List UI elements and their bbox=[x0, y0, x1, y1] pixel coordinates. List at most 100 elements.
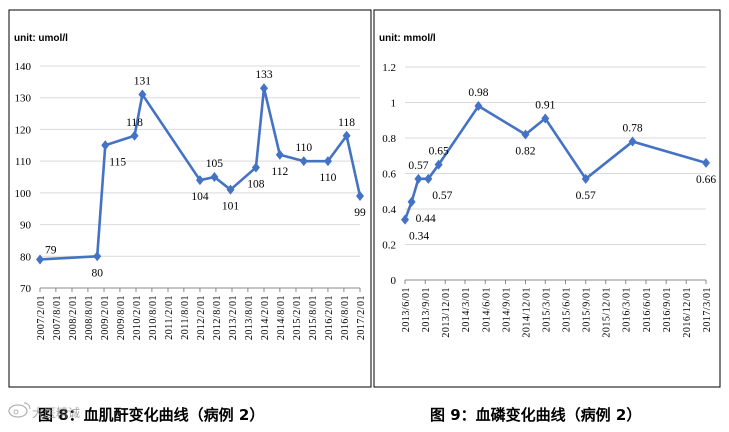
data-label: 0.44 bbox=[416, 213, 436, 225]
data-point-marker bbox=[407, 196, 416, 207]
y-tick-label: 0.6 bbox=[382, 169, 396, 181]
data-point-marker bbox=[299, 156, 308, 167]
data-label: 0.82 bbox=[515, 145, 535, 157]
data-point-marker bbox=[130, 130, 139, 141]
data-label: 105 bbox=[206, 158, 224, 170]
data-point-marker bbox=[581, 173, 590, 184]
x-tick-label: 2013/12/01 bbox=[441, 287, 452, 338]
data-label: 131 bbox=[134, 76, 152, 88]
data-point-marker bbox=[342, 130, 351, 141]
x-tick-label: 2017/3/01 bbox=[702, 287, 713, 332]
y-tick-label: 100 bbox=[15, 188, 32, 200]
data-point-marker bbox=[36, 254, 44, 265]
data-label: 0.65 bbox=[429, 146, 449, 158]
x-tick-label: 2011/8/01 bbox=[180, 295, 191, 340]
data-label: 0.57 bbox=[432, 190, 452, 202]
data-point-marker bbox=[414, 173, 423, 184]
x-tick-label: 2015/2/01 bbox=[292, 295, 303, 340]
data-label: 115 bbox=[109, 156, 126, 168]
x-tick-label: 2014/6/01 bbox=[481, 287, 492, 332]
data-point-marker bbox=[251, 162, 260, 173]
x-tick-label: 2014/12/01 bbox=[521, 287, 532, 338]
x-tick-label: 2013/8/01 bbox=[244, 295, 255, 340]
data-point-marker bbox=[259, 83, 268, 94]
x-tick-label: 2014/8/01 bbox=[276, 295, 287, 340]
weibo-logo-icon bbox=[8, 402, 31, 418]
x-tick-label: 2008/2/01 bbox=[68, 295, 79, 340]
data-label: 110 bbox=[320, 172, 337, 184]
caption-figure-9: 图 9：血磷变化曲线（病例 2） bbox=[430, 406, 641, 424]
x-tick-label: 2015/9/01 bbox=[582, 287, 593, 332]
y-tick-label: 0.4 bbox=[382, 204, 396, 216]
x-tick-label: 2017/2/01 bbox=[356, 295, 367, 340]
x-tick-label: 2007/8/01 bbox=[52, 295, 63, 340]
data-label: 0.91 bbox=[535, 99, 555, 111]
y-tick-label: 0.2 bbox=[382, 240, 396, 252]
data-point-marker bbox=[401, 214, 409, 225]
x-tick-label: 2014/2/01 bbox=[260, 295, 271, 340]
y-tick-label: 0 bbox=[391, 275, 397, 287]
data-point-marker bbox=[521, 129, 530, 140]
data-label: 0.98 bbox=[468, 87, 488, 99]
x-tick-label: 2016/9/01 bbox=[662, 287, 673, 332]
data-label: 112 bbox=[271, 166, 288, 178]
data-point-marker bbox=[541, 113, 550, 124]
data-point-marker bbox=[93, 251, 102, 262]
x-tick-label: 2010/8/01 bbox=[148, 295, 159, 340]
x-tick-label: 2007/2/01 bbox=[36, 295, 47, 340]
data-point-marker bbox=[195, 175, 204, 186]
y-tick-label: 1 bbox=[391, 98, 397, 110]
data-label: 0.57 bbox=[576, 190, 596, 202]
data-point-marker bbox=[628, 136, 637, 147]
data-label: 80 bbox=[91, 267, 103, 279]
data-label: 99 bbox=[354, 207, 366, 219]
y-tick-label: 0.8 bbox=[382, 133, 396, 145]
data-point-marker bbox=[323, 156, 332, 167]
watermark: 大医精诚 bbox=[8, 402, 80, 420]
x-tick-label: 2014/9/01 bbox=[501, 287, 512, 332]
x-tick-label: 2016/8/01 bbox=[340, 295, 351, 340]
x-tick-label: 2012/2/01 bbox=[196, 295, 207, 340]
chart-frame bbox=[373, 9, 721, 388]
data-label: 133 bbox=[255, 69, 273, 81]
chart-phosphorus: unit: mmol/l 0 0.2 0.4 0.6 0.8 1 1.2 2013/6/01 20… bbox=[373, 9, 721, 388]
x-tick-label: 2012/8/01 bbox=[212, 295, 223, 340]
data-point-marker bbox=[424, 173, 433, 184]
data-point-marker bbox=[702, 157, 710, 168]
x-tick-label: 2013/9/01 bbox=[421, 287, 432, 332]
data-label: 108 bbox=[247, 178, 265, 190]
data-point-marker bbox=[226, 184, 235, 195]
watermark-text: 大医精诚 bbox=[32, 406, 80, 420]
y-tick-label: 140 bbox=[15, 61, 32, 73]
data-label: 0.78 bbox=[623, 123, 643, 135]
data-label: 101 bbox=[222, 201, 240, 213]
data-point-marker bbox=[210, 172, 219, 182]
y-tick-label: 120 bbox=[15, 124, 32, 136]
x-tick-label: 2014/3/01 bbox=[461, 287, 472, 332]
y-tick-label: 130 bbox=[15, 93, 32, 105]
x-tick-label: 2016/2/01 bbox=[324, 295, 335, 340]
data-point-marker bbox=[434, 159, 443, 170]
x-tick-label: 2013/6/01 bbox=[401, 287, 412, 332]
data-point-marker bbox=[275, 149, 284, 160]
x-tick-label: 2016/12/01 bbox=[682, 287, 693, 338]
x-tick-label: 2009/8/01 bbox=[116, 295, 127, 340]
chart-frame bbox=[8, 9, 372, 388]
data-point-marker bbox=[474, 101, 483, 112]
unit-label: unit: umol/l bbox=[14, 33, 68, 44]
y-tick-label: 80 bbox=[20, 251, 32, 263]
data-point-marker bbox=[138, 89, 147, 100]
y-tick-label: 70 bbox=[20, 283, 32, 295]
y-tick-label: 110 bbox=[15, 156, 32, 168]
y-tick-label: 1.2 bbox=[382, 62, 396, 74]
x-tick-label: 2011/2/01 bbox=[164, 295, 175, 340]
caption-figure-8: 图 8：血肌酐变化曲线（病例 2） bbox=[38, 406, 264, 424]
x-tick-label: 2009/2/01 bbox=[100, 295, 111, 340]
x-tick-label: 2010/2/01 bbox=[132, 295, 143, 340]
x-tick-label: 2016/3/01 bbox=[622, 287, 633, 332]
data-point-marker bbox=[101, 140, 110, 151]
data-label: 0.66 bbox=[696, 174, 716, 186]
data-label: 118 bbox=[338, 117, 355, 129]
data-label: 0.57 bbox=[408, 160, 428, 172]
data-label: 104 bbox=[191, 191, 209, 203]
